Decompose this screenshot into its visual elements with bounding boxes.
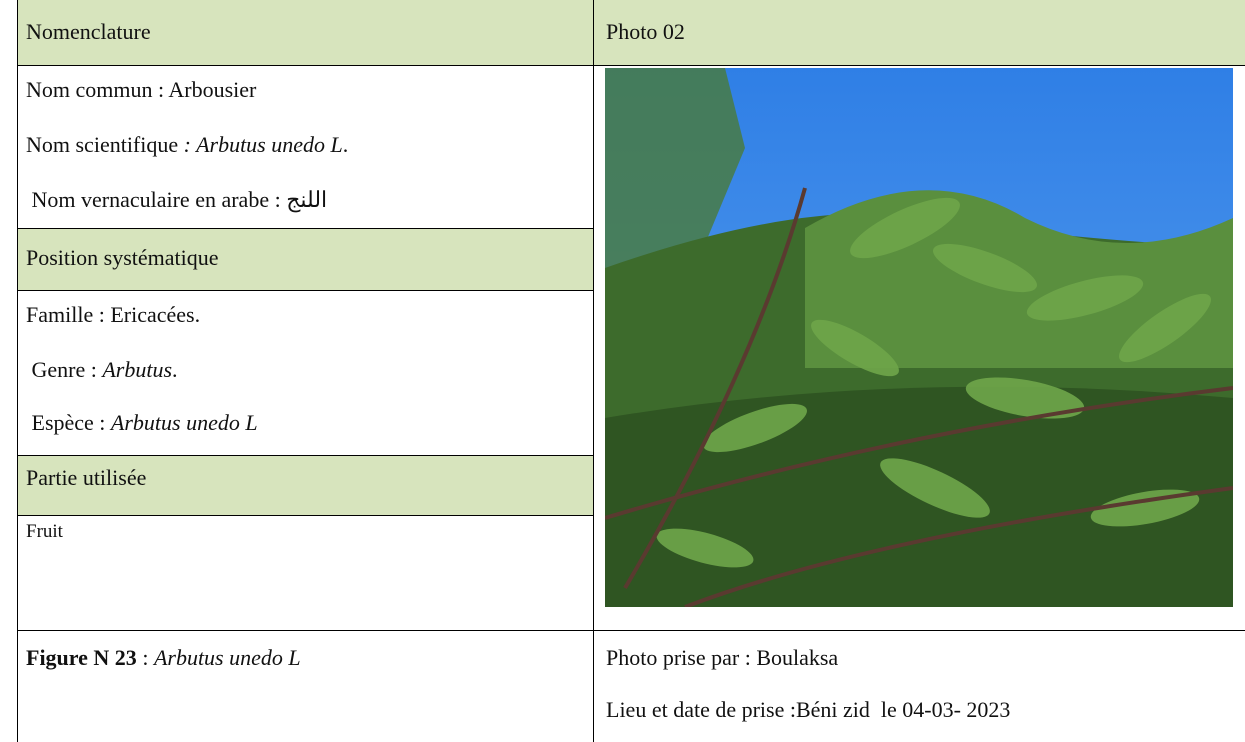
border [17, 290, 594, 291]
text-run: : Arbutus unedo L [183, 132, 343, 157]
text-run: Arbutus unedo L [153, 645, 301, 670]
cell-heading: Nomenclature [26, 19, 151, 44]
text-line: Espèce : Arbutus unedo L [26, 410, 258, 436]
text-run: Nom commun : Arbousier [26, 77, 257, 102]
text-line: Nom vernaculaire en arabe : اللنج [26, 187, 328, 213]
text-run: : [136, 645, 154, 670]
border [17, 228, 594, 229]
header-cell [18, 228, 593, 290]
cell-heading: Position systématique [26, 245, 219, 270]
text-line: Fruit [26, 519, 63, 545]
border [17, 455, 594, 456]
text-line: Nom commun : Arbousier [26, 77, 256, 103]
text-run: Nom vernaculaire en arabe : اللنج [26, 187, 328, 212]
text-run: Figure N 23 [26, 645, 137, 670]
header-cell [594, 0, 1245, 65]
text-line: Nom scientifique : Arbutus unedo L. [26, 132, 348, 158]
text-run: Genre : [26, 357, 103, 382]
text-line: Lieu et date de prise :Béni zid le 04-03… [606, 697, 1010, 723]
text-line: Photo prise par : Boulaksa [606, 645, 838, 671]
text-run: Fruit [26, 521, 63, 542]
text-run: Arbutus [102, 357, 173, 382]
border [17, 0, 18, 742]
text-run: . [342, 132, 349, 157]
text-run: . [172, 357, 178, 382]
border [17, 630, 1245, 631]
header-cell [18, 0, 593, 65]
text-run: Lieu et date de prise :Béni zid le 04-03… [606, 697, 1011, 722]
text-run: Photo prise par : Boulaksa [606, 645, 839, 670]
border [17, 65, 1245, 66]
text-line: Genre : Arbutus. [26, 357, 178, 383]
cell-heading: Partie utilisée [26, 465, 147, 490]
header-cell [18, 455, 593, 515]
border [593, 0, 594, 742]
border [17, 515, 594, 516]
text-line: Famille : Ericacées. [26, 302, 200, 328]
cell-heading: Photo 02 [606, 19, 685, 44]
text-run: Espèce : [26, 410, 111, 435]
text-run: Arbutus unedo L [110, 410, 258, 435]
text-run: Famille : Ericacées. [26, 302, 201, 327]
text-line: Figure N 23 : Arbutus unedo L [26, 645, 301, 671]
text-run: Nom scientifique [26, 132, 184, 157]
plant-photo [605, 68, 1233, 607]
